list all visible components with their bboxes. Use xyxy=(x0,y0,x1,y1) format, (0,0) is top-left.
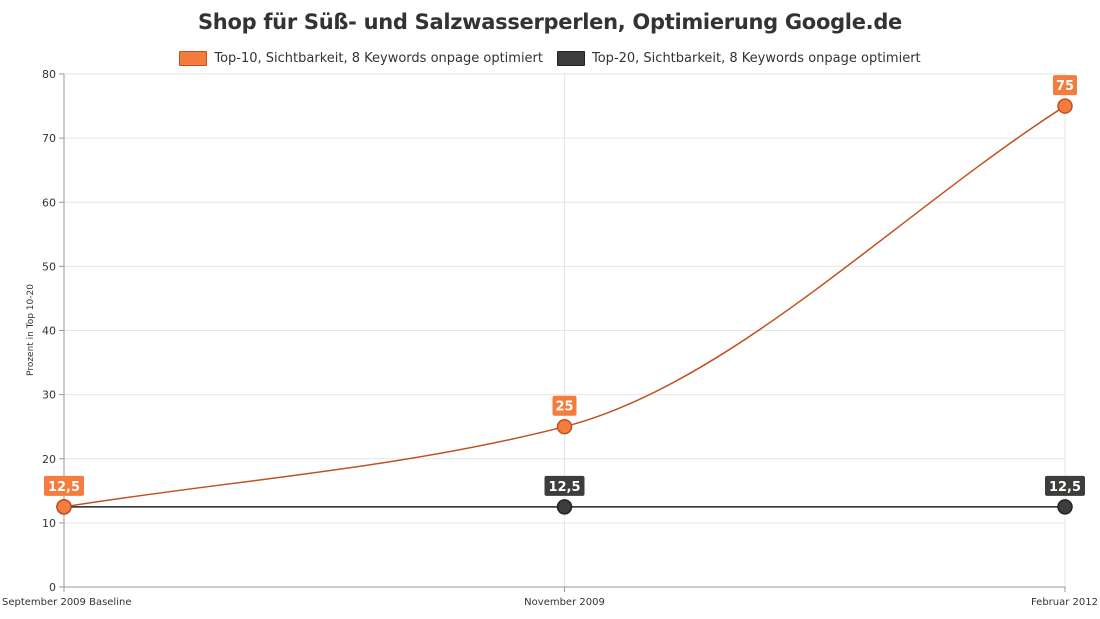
data-point-top10[interactable] xyxy=(1057,98,1073,114)
x-tick-label: November 2009 xyxy=(524,597,605,608)
y-tick-label: 0 xyxy=(49,581,56,594)
data-label-text: 12,5 xyxy=(1049,480,1081,495)
data-label-text: 75 xyxy=(1056,79,1074,94)
y-tick-label: 10 xyxy=(42,517,56,530)
y-tick-label: 80 xyxy=(42,68,56,81)
data-label-text: 25 xyxy=(555,400,573,415)
data-label-box xyxy=(544,475,585,496)
data-label-box xyxy=(1045,475,1085,496)
data-label-text: 12,5 xyxy=(48,480,80,495)
legend-swatch-top20 xyxy=(557,51,585,66)
legend-item-top10[interactable]: Top-10, Sichtbarkeit, 8 Keywords onpage … xyxy=(179,51,543,66)
axes: 0 10 20 30 40 50 60 70 80 September 2009 Baseline… xyxy=(2,68,1098,608)
data-label-box xyxy=(44,475,84,496)
legend-item-top20[interactable]: Top-20, Sichtbarkeit, 8 Keywords onpage … xyxy=(557,51,921,66)
data-point-top10[interactable] xyxy=(56,499,72,515)
legend-label-top20: Top-20, Sichtbarkeit, 8 Keywords onpage … xyxy=(592,51,921,66)
legend-swatch-top10 xyxy=(179,51,208,66)
data-label-text: 12,5 xyxy=(548,480,580,495)
legend-label-top10: Top-10, Sichtbarkeit, 8 Keywords onpage … xyxy=(214,51,543,66)
data-label-box xyxy=(552,395,577,416)
data-label-top20: 12,5 xyxy=(1045,475,1085,496)
y-tick-label: 60 xyxy=(42,196,56,209)
data-point-top10[interactable] xyxy=(556,418,573,435)
y-tick-label: 30 xyxy=(42,389,56,402)
x-tick-label: September 2009 Baseline xyxy=(2,597,131,608)
chart-title: Shop für Süß- und Salzwasserperlen, Opti… xyxy=(197,10,902,34)
y-tick-label: 50 xyxy=(42,260,56,273)
data-label-top10: 75 xyxy=(1053,75,1077,96)
data-label-top10: 12,5 xyxy=(44,475,84,496)
data-label-box xyxy=(1053,75,1077,96)
y-axis-label: Prozent in Top 10-20 xyxy=(26,284,36,376)
data-points xyxy=(56,98,1073,515)
data-label-top20: 12,5 xyxy=(544,475,585,496)
data-labels: 12,5 25 75 12,5 12,5 xyxy=(44,75,1085,496)
x-tick-label: Februar 2012 xyxy=(1031,597,1098,608)
data-label-top10: 25 xyxy=(552,395,577,416)
y-tick-label: 40 xyxy=(42,325,56,338)
data-point-top20[interactable] xyxy=(1057,499,1073,515)
chart-legend: Top-10, Sichtbarkeit, 8 Keywords onpage … xyxy=(0,51,1100,66)
data-point-top20[interactable] xyxy=(556,499,573,515)
y-tick-label: 70 xyxy=(42,132,56,145)
y-tick-label: 20 xyxy=(42,453,56,466)
